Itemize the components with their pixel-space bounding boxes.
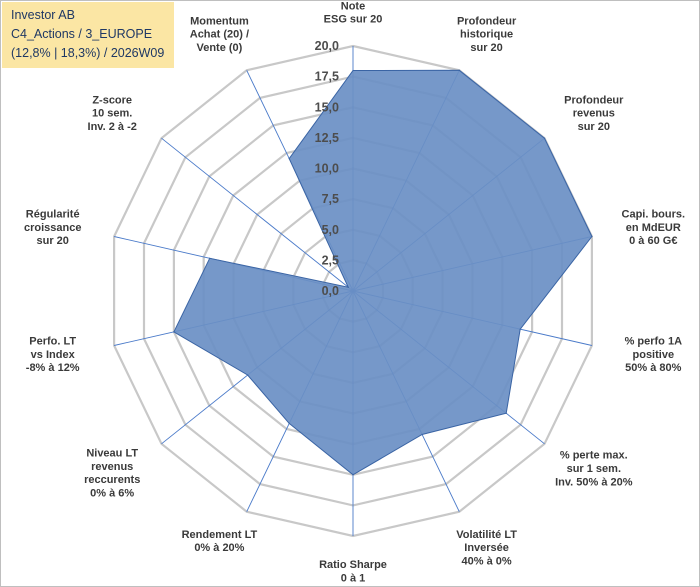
axis-label-line: ESG sur 20 [324,14,383,26]
data-point [209,257,211,259]
axis-label: Perfo. LT vs Index -8% à 12% [26,336,80,375]
axis-label: Ratio Sharpe 0 à 1 [319,559,387,584]
axis-label-line: Régularité [26,209,80,221]
radar-tick-labels: 0,0 2,5 5,0 7,5 10,0 12,5 15,0 17,5 20,0 [315,39,339,298]
axis-label-line: reccurents [84,474,140,486]
axis-label-line: sur 20 [36,235,68,247]
axis-label-line: positive [633,349,675,361]
tick-label: 17,5 [315,70,339,84]
axis-label: Capi. bours. en MdEUR 0 à 60 G€ [622,209,686,248]
chart-subtitle: C4_Actions / 3_EUROPE [11,27,153,41]
axis-label-line: Note [341,0,365,12]
tick-label: 5,0 [322,223,339,237]
axis-label-line: 40% à 0% [462,555,512,567]
tick-label: 7,5 [322,192,339,206]
tick-label: 15,0 [315,100,339,114]
radar-series [173,69,593,476]
data-point [288,422,290,424]
axis-label-line: croissance [24,222,81,234]
axis-label-line: Achat (20) / [190,29,249,41]
axis-label-line: Volatilité LT [456,529,517,541]
data-point [347,286,349,288]
axis-label: Profondeur revenus sur 20 [564,94,624,133]
radar-spoke [161,137,354,292]
axis-label-line: 0 à 1 [341,572,365,584]
axis-label-line: 0 à 60 G€ [629,235,677,247]
data-point [352,474,354,476]
axis-label-line: % perfo 1A [625,336,683,348]
axis-label: Note ESG sur 20 [324,0,383,25]
axis-label: Niveau LT revenus reccurents 0% à 6% [84,448,140,500]
tick-label: 10,0 [315,162,339,176]
axis-label: Momentum Achat (20) / Vente (0) [190,15,249,54]
axis-label: Profondeur historique sur 20 [457,15,517,54]
axis-label-line: Capi. bours. [622,209,686,221]
axis-label-line: Inv. 50% à 20% [555,476,633,488]
axis-label-line: Inv. 2 à -2 [88,121,137,133]
axis-label-line: sur 20 [470,42,502,54]
axis-label-line: Inversée [464,542,509,554]
axis-label: % perte max. sur 1 sem. Inv. 50% à 20% [555,450,633,489]
axis-label-line: en MdEUR [626,222,681,234]
axis-label: Volatilité LT Inversée 40% à 0% [456,529,517,568]
axis-label: Régularité croissance sur 20 [24,209,81,248]
tick-label: 2,5 [322,253,339,267]
axis-label-line: Niveau LT [86,448,138,460]
axis-label-line: revenus [91,461,133,473]
axis-label: % perfo 1A positive 50% à 80% [625,336,683,375]
axis-label-line: Momentum [190,15,249,27]
axis-label-line: -8% à 12% [26,362,80,374]
axis-label-line: Profondeur [457,15,517,27]
data-point [352,69,354,72]
data-point [458,69,460,71]
axis-label-line: 50% à 80% [625,362,681,374]
data-point [591,235,593,238]
tick-label: 12,5 [315,131,339,145]
chart-title: Investor AB [11,8,75,22]
data-point [543,137,546,139]
data-point [421,433,423,436]
axis-label-line: 0% à 6% [90,488,134,500]
axis-label-line: revenus [573,108,615,120]
axis-label-line: Perfo. LT [29,336,76,348]
data-point [519,328,521,330]
axis-label-line: vs Index [31,349,76,361]
data-point [247,374,249,376]
axis-label-line: sur 20 [578,121,610,133]
axis-label-line: % perte max. [560,450,628,462]
axis-label: Rendement LT 0% à 20% [182,529,258,554]
data-point [288,158,290,160]
chart-title-box: Investor AB C4_Actions / 3_EUROPE (12,8%… [2,2,174,68]
axis-label-line: 0% à 20% [194,542,244,554]
tick-label: 0,0 [322,284,339,298]
axis-label-line: 10 sem. [92,108,132,120]
series-area [173,69,593,476]
axis-label-line: Ratio Sharpe [319,559,387,571]
chart-period: (12,8% | 18,3%) / 2026W09 [11,46,165,60]
axis-label-line: historique [460,29,513,41]
axis-label-line: Profondeur [564,94,624,106]
axis-label-line: Rendement LT [182,529,258,541]
axis-label: Z-score 10 sem. Inv. 2 à -2 [88,94,137,133]
data-point [173,331,175,333]
axis-label-line: Z-score [92,94,132,106]
tick-label: 20,0 [315,39,339,53]
axis-label-line: sur 1 sem. [567,463,621,475]
radar-axis-labels: Note ESG sur 20 Profondeur historique sur 20… [24,0,685,584]
axis-label-line: Vente (0) [196,42,242,54]
data-point [505,412,507,414]
